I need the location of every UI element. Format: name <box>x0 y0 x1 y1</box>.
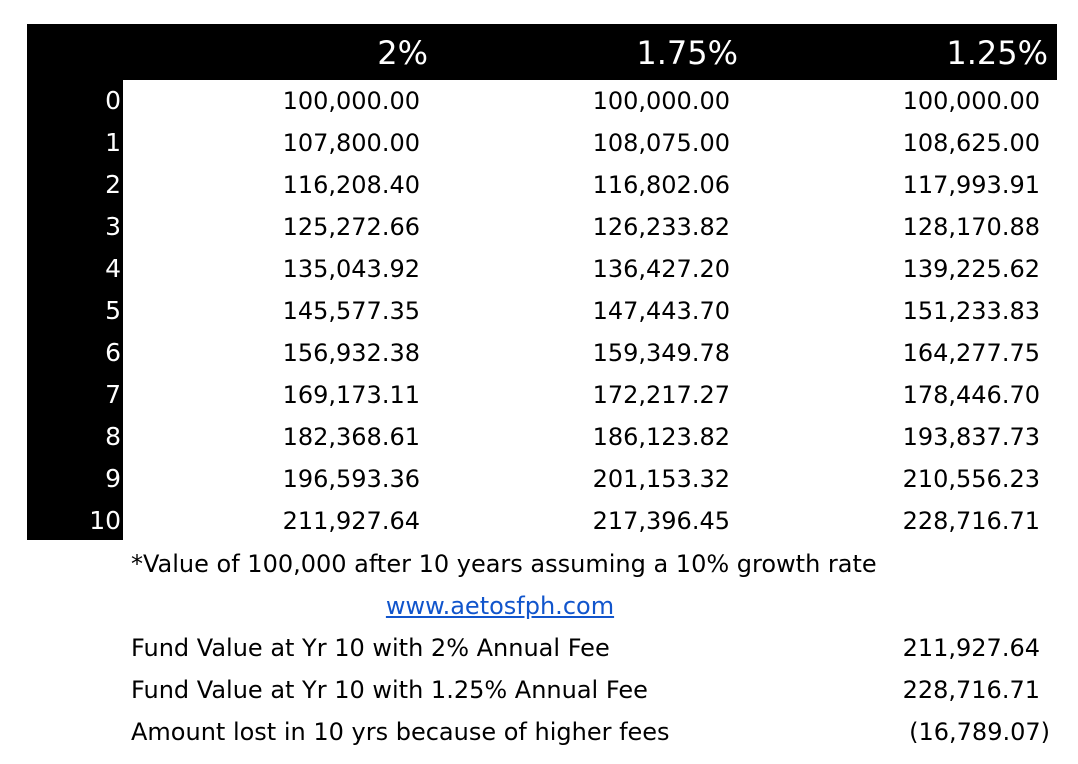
value-cell: 126,233.82 <box>592 213 730 241</box>
summary-value: 228,716.71 <box>902 676 1040 704</box>
growth-assumption-note: *Value of 100,000 after 10 years assumin… <box>131 550 877 578</box>
value-cell: 139,225.62 <box>902 255 1040 283</box>
table-row: 2 116,208.40 116,802.06 117,993.91 <box>0 164 1078 206</box>
summary-value-loss: (16,789.07) <box>909 718 1050 746</box>
year-index-cell: 7 <box>105 380 121 409</box>
table-row: 9 196,593.36 201,153.32 210,556.23 <box>0 458 1078 500</box>
table-row: 0 100,000.00 100,000.00 100,000.00 <box>0 80 1078 122</box>
value-cell: 151,233.83 <box>902 297 1040 325</box>
year-index-cell: 6 <box>105 338 121 367</box>
value-cell: 211,927.64 <box>282 507 420 535</box>
header-fee-125pct: 1.25% <box>946 34 1048 72</box>
value-cell: 228,716.71 <box>902 507 1040 535</box>
value-cell: 117,993.91 <box>902 171 1040 199</box>
header-fee-2pct: 2% <box>377 34 428 72</box>
year-index-cell: 5 <box>105 296 121 325</box>
summary-label: Fund Value at Yr 10 with 1.25% Annual Fe… <box>131 676 648 704</box>
table-row: 7 169,173.11 172,217.27 178,446.70 <box>0 374 1078 416</box>
year-index-cell: 8 <box>105 422 121 451</box>
value-cell: 164,277.75 <box>902 339 1040 367</box>
value-cell: 178,446.70 <box>902 381 1040 409</box>
value-cell: 128,170.88 <box>902 213 1040 241</box>
value-cell: 100,000.00 <box>592 87 730 115</box>
value-cell: 159,349.78 <box>592 339 730 367</box>
value-cell: 100,000.00 <box>282 87 420 115</box>
table-row: 6 156,932.38 159,349.78 164,277.75 <box>0 332 1078 374</box>
value-cell: 172,217.27 <box>592 381 730 409</box>
value-cell: 182,368.61 <box>282 423 420 451</box>
table-row: 4 135,043.92 136,427.20 139,225.62 <box>0 248 1078 290</box>
value-cell: 108,075.00 <box>592 129 730 157</box>
value-cell: 136,427.20 <box>592 255 730 283</box>
header-band <box>27 24 1057 80</box>
value-cell: 116,208.40 <box>282 171 420 199</box>
table-row: 5 145,577.35 147,443.70 151,233.83 <box>0 290 1078 332</box>
summary-label: Amount lost in 10 yrs because of higher … <box>131 718 670 746</box>
year-index-cell: 0 <box>105 86 121 115</box>
table-row: 1 107,800.00 108,075.00 108,625.00 <box>0 122 1078 164</box>
value-cell: 107,800.00 <box>282 129 420 157</box>
value-cell: 125,272.66 <box>282 213 420 241</box>
value-cell: 201,153.32 <box>592 465 730 493</box>
value-cell: 116,802.06 <box>592 171 730 199</box>
year-index-cell: 4 <box>105 254 121 283</box>
year-index-cell: 3 <box>105 212 121 241</box>
website-link[interactable]: www.aetosfph.com <box>385 592 615 620</box>
value-cell: 196,593.36 <box>282 465 420 493</box>
summary-row: Amount lost in 10 yrs because of higher … <box>0 711 1078 753</box>
value-cell: 156,932.38 <box>282 339 420 367</box>
summary-label: Fund Value at Yr 10 with 2% Annual Fee <box>131 634 610 662</box>
year-index-cell: 1 <box>105 128 121 157</box>
header-fee-175pct: 1.75% <box>636 34 738 72</box>
summary-row: Fund Value at Yr 10 with 1.25% Annual Fe… <box>0 669 1078 711</box>
value-cell: 135,043.92 <box>282 255 420 283</box>
value-cell: 186,123.82 <box>592 423 730 451</box>
table-row: 8 182,368.61 186,123.82 193,837.73 <box>0 416 1078 458</box>
value-cell: 108,625.00 <box>902 129 1040 157</box>
value-cell: 145,577.35 <box>282 297 420 325</box>
year-index-cell: 2 <box>105 170 121 199</box>
table-row: 10 211,927.64 217,396.45 228,716.71 <box>0 500 1078 542</box>
value-cell: 147,443.70 <box>592 297 730 325</box>
value-cell: 169,173.11 <box>282 381 420 409</box>
summary-value: 211,927.64 <box>902 634 1040 662</box>
summary-row: Fund Value at Yr 10 with 2% Annual Fee 2… <box>0 627 1078 669</box>
year-index-band <box>27 80 123 540</box>
year-index-cell: 9 <box>105 464 121 493</box>
value-cell: 217,396.45 <box>592 507 730 535</box>
table-row: 3 125,272.66 126,233.82 128,170.88 <box>0 206 1078 248</box>
value-cell: 210,556.23 <box>902 465 1040 493</box>
value-cell: 100,000.00 <box>902 87 1040 115</box>
year-index-cell: 10 <box>89 506 121 535</box>
value-cell: 193,837.73 <box>902 423 1040 451</box>
